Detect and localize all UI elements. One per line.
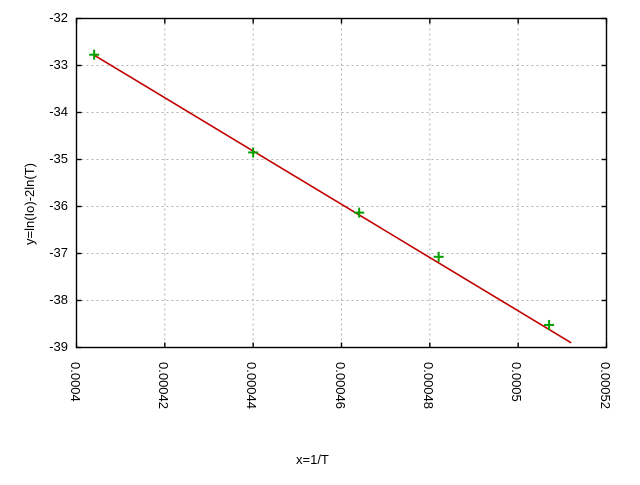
x-tick-label: 0.00042 <box>155 362 171 409</box>
y-tick-label: -32 <box>49 9 68 25</box>
data-point-marker <box>89 49 100 60</box>
x-tick-label: 0.00048 <box>420 362 436 409</box>
data-point-marker <box>354 207 365 218</box>
plot-frame <box>75 17 608 349</box>
grid-lines <box>76 18 607 348</box>
y-tick-label: -39 <box>49 338 68 354</box>
x-tick-label: 0.00044 <box>244 362 260 409</box>
y-tick-label: -33 <box>49 56 68 72</box>
y-tick-label: -34 <box>49 103 68 119</box>
x-tick-label: 0.00046 <box>332 362 348 409</box>
x-tick-label: 0.00052 <box>597 362 613 409</box>
fit-line-path <box>93 54 572 344</box>
data-point-marker <box>544 319 555 330</box>
y-tick-label: -35 <box>49 150 68 166</box>
x-tick-label: 0.0004 <box>67 362 83 402</box>
y-tick-label: -37 <box>49 244 68 260</box>
x-tick-label: 0.0005 <box>509 362 525 402</box>
data-point-marker <box>433 251 444 262</box>
y-tick-label: -36 <box>49 197 68 213</box>
y-tick-label: -38 <box>49 291 68 307</box>
x-axis-label: x=1/T <box>296 452 329 467</box>
data-points <box>89 49 555 330</box>
data-point-marker <box>248 147 259 158</box>
fit-line <box>93 54 572 344</box>
